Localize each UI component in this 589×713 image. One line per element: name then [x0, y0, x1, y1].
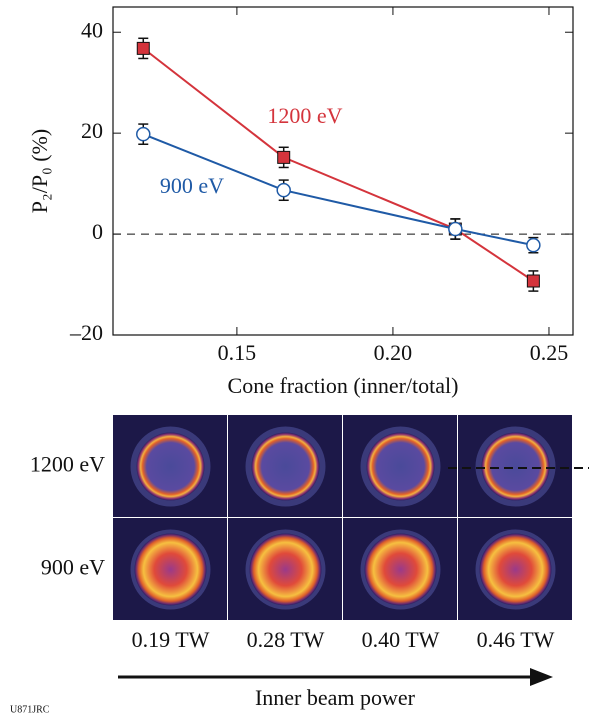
- marker: [448, 221, 463, 237]
- marker: [136, 41, 150, 55]
- capsule-image: [134, 533, 207, 606]
- x-tick-label: 0.20: [374, 340, 413, 365]
- plot-frame: [112, 6, 574, 336]
- series-line: [142, 133, 534, 247]
- column-label: 0.40 TW: [362, 627, 440, 652]
- marker: [277, 150, 291, 164]
- capsule-image: [479, 533, 552, 606]
- capsule-image: [481, 432, 550, 501]
- marker: [136, 126, 151, 142]
- arrow-label: Inner beam power: [255, 685, 416, 710]
- arrow-head: [530, 668, 553, 686]
- capsule-image: [366, 432, 435, 501]
- code: U871JRC: [10, 704, 50, 713]
- x-tick-label: 0.25: [530, 340, 569, 365]
- capsule-image: [251, 432, 320, 501]
- capsule-image: [136, 432, 205, 501]
- series-line: [142, 47, 534, 282]
- series-label: 1200 eV: [267, 103, 342, 128]
- marker: [526, 237, 541, 253]
- column-label: 0.19 TW: [132, 627, 210, 652]
- capsule-image: [249, 533, 322, 606]
- series-label: 900 eV: [160, 173, 224, 198]
- y-tick-label: 40: [81, 17, 103, 42]
- y-axis-label: P₂/P₀ (%): [27, 129, 52, 213]
- row-label: 1200 eV: [30, 452, 105, 477]
- marker: [526, 274, 540, 288]
- y-tick-label: –20: [69, 320, 103, 345]
- image-panel: [113, 415, 572, 620]
- y-tick-label: 20: [81, 118, 103, 143]
- x-tick-label: 0.15: [218, 340, 257, 365]
- capsule-image: [364, 533, 437, 606]
- y-tick-label: 0: [92, 219, 103, 244]
- marker: [276, 182, 291, 198]
- column-label: 0.28 TW: [247, 627, 325, 652]
- row-label: 900 eV: [41, 555, 105, 580]
- column-label: 0.46 TW: [477, 627, 555, 652]
- x-axis-label: Cone fraction (inner/total): [228, 373, 459, 398]
